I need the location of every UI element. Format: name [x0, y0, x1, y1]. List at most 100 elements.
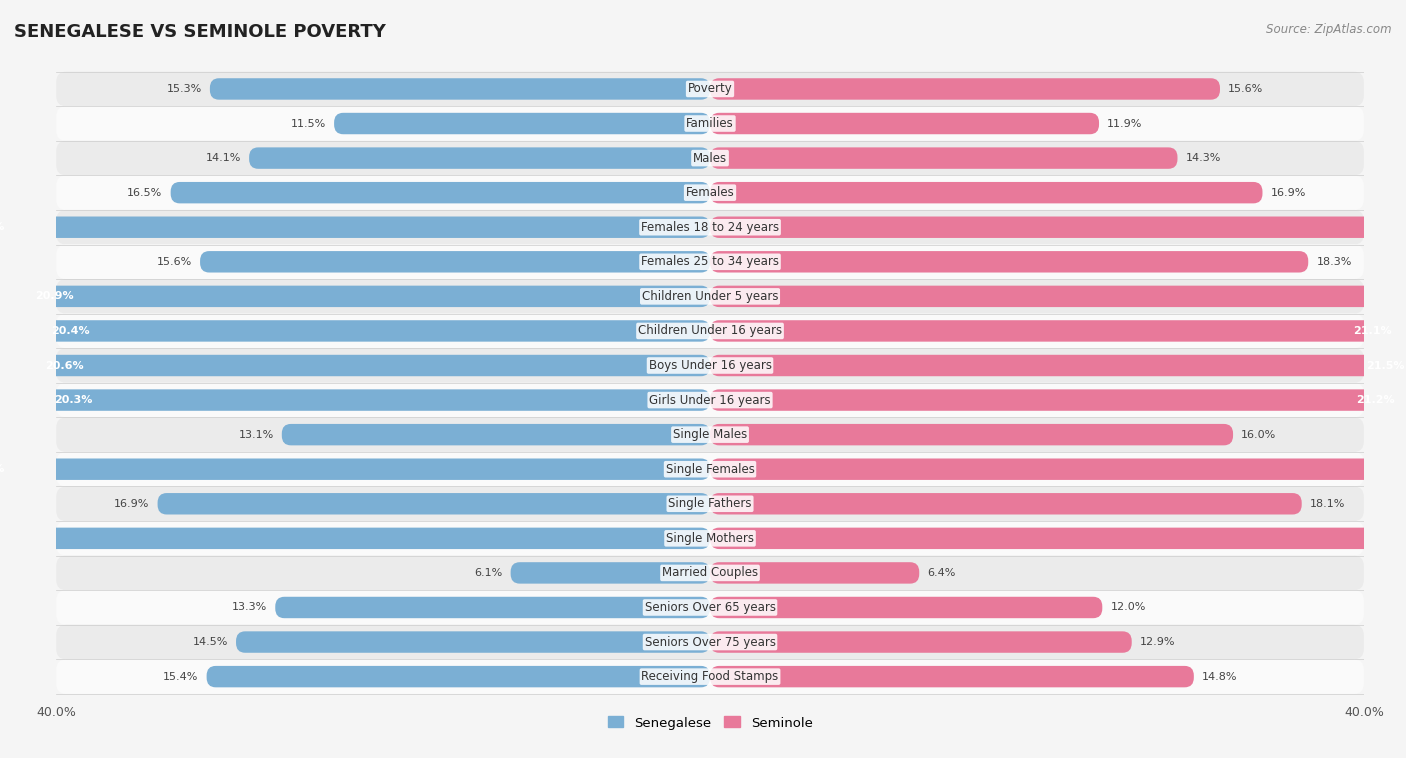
Text: Families: Families	[686, 117, 734, 130]
FancyBboxPatch shape	[0, 217, 710, 238]
Text: Source: ZipAtlas.com: Source: ZipAtlas.com	[1267, 23, 1392, 36]
Text: Children Under 5 years: Children Under 5 years	[641, 290, 779, 303]
Text: 21.2%: 21.2%	[1357, 395, 1395, 405]
FancyBboxPatch shape	[710, 355, 1406, 376]
Text: Seniors Over 65 years: Seniors Over 65 years	[644, 601, 776, 614]
Text: Females: Females	[686, 186, 734, 199]
FancyBboxPatch shape	[710, 528, 1406, 549]
Text: Females 18 to 24 years: Females 18 to 24 years	[641, 221, 779, 233]
Text: Males: Males	[693, 152, 727, 164]
FancyBboxPatch shape	[56, 452, 1364, 487]
FancyBboxPatch shape	[236, 631, 710, 653]
Text: 14.1%: 14.1%	[205, 153, 240, 163]
FancyBboxPatch shape	[56, 625, 1364, 659]
FancyBboxPatch shape	[710, 251, 1308, 273]
Text: 20.4%: 20.4%	[52, 326, 90, 336]
Text: Girls Under 16 years: Girls Under 16 years	[650, 393, 770, 406]
FancyBboxPatch shape	[56, 383, 1364, 418]
FancyBboxPatch shape	[335, 113, 710, 134]
FancyBboxPatch shape	[56, 590, 1364, 625]
FancyBboxPatch shape	[710, 286, 1406, 307]
Text: 15.3%: 15.3%	[166, 84, 201, 94]
FancyBboxPatch shape	[56, 72, 1364, 106]
Text: 14.3%: 14.3%	[1185, 153, 1220, 163]
FancyBboxPatch shape	[56, 175, 1364, 210]
FancyBboxPatch shape	[249, 147, 710, 169]
Text: 13.3%: 13.3%	[232, 603, 267, 612]
FancyBboxPatch shape	[170, 182, 710, 203]
Text: 11.5%: 11.5%	[291, 118, 326, 129]
Text: Females 25 to 34 years: Females 25 to 34 years	[641, 255, 779, 268]
FancyBboxPatch shape	[710, 182, 1263, 203]
FancyBboxPatch shape	[710, 562, 920, 584]
Text: Seniors Over 75 years: Seniors Over 75 years	[644, 635, 776, 649]
FancyBboxPatch shape	[710, 147, 1177, 169]
Text: Boys Under 16 years: Boys Under 16 years	[648, 359, 772, 372]
FancyBboxPatch shape	[56, 210, 1364, 245]
FancyBboxPatch shape	[56, 348, 1364, 383]
FancyBboxPatch shape	[56, 659, 1364, 694]
Text: Married Couples: Married Couples	[662, 566, 758, 579]
FancyBboxPatch shape	[46, 390, 710, 411]
FancyBboxPatch shape	[710, 390, 1403, 411]
Text: Children Under 16 years: Children Under 16 years	[638, 324, 782, 337]
Text: 15.6%: 15.6%	[156, 257, 191, 267]
FancyBboxPatch shape	[710, 493, 1302, 515]
Text: 6.4%: 6.4%	[928, 568, 956, 578]
Text: Single Females: Single Females	[665, 462, 755, 476]
Text: 23.0%: 23.0%	[0, 464, 4, 475]
Text: Poverty: Poverty	[688, 83, 733, 96]
FancyBboxPatch shape	[209, 78, 710, 100]
FancyBboxPatch shape	[56, 418, 1364, 452]
FancyBboxPatch shape	[710, 113, 1099, 134]
FancyBboxPatch shape	[56, 141, 1364, 175]
Text: Single Fathers: Single Fathers	[668, 497, 752, 510]
FancyBboxPatch shape	[710, 217, 1406, 238]
Text: 6.1%: 6.1%	[474, 568, 502, 578]
FancyBboxPatch shape	[56, 556, 1364, 590]
Text: 18.3%: 18.3%	[1316, 257, 1351, 267]
FancyBboxPatch shape	[710, 424, 1233, 446]
FancyBboxPatch shape	[56, 521, 1364, 556]
Text: 15.4%: 15.4%	[163, 672, 198, 681]
FancyBboxPatch shape	[157, 493, 710, 515]
Text: SENEGALESE VS SEMINOLE POVERTY: SENEGALESE VS SEMINOLE POVERTY	[14, 23, 385, 41]
FancyBboxPatch shape	[710, 459, 1406, 480]
FancyBboxPatch shape	[56, 279, 1364, 314]
Text: 12.0%: 12.0%	[1111, 603, 1146, 612]
FancyBboxPatch shape	[200, 251, 710, 273]
Text: 16.9%: 16.9%	[1271, 188, 1306, 198]
Text: 20.3%: 20.3%	[55, 395, 93, 405]
FancyBboxPatch shape	[710, 631, 1132, 653]
Legend: Senegalese, Seminole: Senegalese, Seminole	[602, 711, 818, 735]
Text: 16.5%: 16.5%	[127, 188, 163, 198]
Text: 23.0%: 23.0%	[0, 222, 4, 232]
FancyBboxPatch shape	[56, 314, 1364, 348]
FancyBboxPatch shape	[56, 106, 1364, 141]
Text: Receiving Food Stamps: Receiving Food Stamps	[641, 670, 779, 683]
FancyBboxPatch shape	[207, 666, 710, 688]
Text: 15.6%: 15.6%	[1229, 84, 1264, 94]
FancyBboxPatch shape	[710, 78, 1220, 100]
Text: Single Mothers: Single Mothers	[666, 532, 754, 545]
FancyBboxPatch shape	[0, 459, 710, 480]
Text: 21.5%: 21.5%	[1367, 361, 1405, 371]
Text: 11.9%: 11.9%	[1107, 118, 1143, 129]
FancyBboxPatch shape	[510, 562, 710, 584]
Text: 20.6%: 20.6%	[45, 361, 83, 371]
FancyBboxPatch shape	[710, 597, 1102, 619]
FancyBboxPatch shape	[56, 245, 1364, 279]
FancyBboxPatch shape	[56, 487, 1364, 521]
FancyBboxPatch shape	[27, 286, 710, 307]
FancyBboxPatch shape	[0, 528, 710, 549]
FancyBboxPatch shape	[710, 666, 1194, 688]
FancyBboxPatch shape	[710, 320, 1400, 342]
Text: 14.5%: 14.5%	[193, 637, 228, 647]
FancyBboxPatch shape	[37, 355, 710, 376]
Text: 12.9%: 12.9%	[1140, 637, 1175, 647]
Text: 14.8%: 14.8%	[1202, 672, 1237, 681]
Text: 20.9%: 20.9%	[35, 291, 73, 302]
Text: 21.1%: 21.1%	[1353, 326, 1392, 336]
Text: 13.1%: 13.1%	[239, 430, 274, 440]
Text: 16.0%: 16.0%	[1241, 430, 1277, 440]
